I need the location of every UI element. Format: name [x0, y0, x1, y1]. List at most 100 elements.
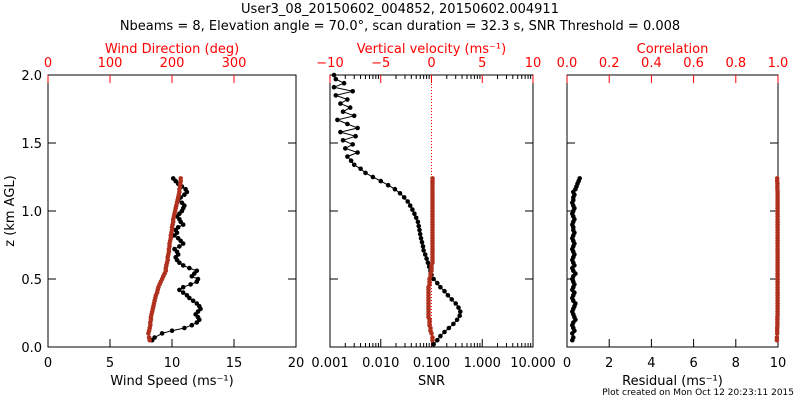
bottom-tick-label: 0.100 [413, 356, 450, 371]
data-point [180, 290, 186, 295]
data-point [577, 176, 582, 181]
bottom-tick-label: 4 [647, 356, 655, 371]
top-axis-label: Wind Direction (deg) [105, 42, 239, 57]
top-tick-label: −10 [316, 56, 343, 71]
top-tick-label: 0.2 [599, 56, 620, 71]
data-point [401, 195, 407, 200]
data-point [175, 225, 181, 230]
data-point [445, 293, 451, 298]
bottom-tick-label: 2 [605, 356, 613, 371]
plot-frame [566, 74, 779, 348]
data-point [453, 301, 459, 306]
snr-panel: 0.001 0.010 0.100 1.000 10.000 SNR −10 −5 0 5 10 Ve… [311, 42, 555, 389]
data-point [351, 113, 357, 119]
data-point [413, 215, 419, 221]
data-point [438, 284, 443, 290]
bottom-tick-label: 5 [106, 356, 114, 371]
data-point [194, 268, 200, 274]
data-point [341, 80, 347, 86]
data-point [774, 335, 780, 340]
data-point [456, 305, 461, 310]
data-point [331, 72, 337, 78]
data-point [454, 317, 460, 323]
bottom-tick-label: 0 [44, 356, 52, 371]
plot-frame [47, 74, 297, 348]
data-point [419, 240, 425, 245]
data-point [159, 331, 165, 336]
top-axis-label: Vertical velocity (ms⁻¹) [357, 42, 506, 57]
data-point [179, 200, 185, 206]
wind-panel: 0 5 10 15 20 Wind Speed (ms⁻¹) 0 100 200 300Wind … [3, 42, 304, 389]
data-point [350, 89, 356, 94]
data-point [415, 219, 421, 225]
data-point [420, 244, 426, 249]
residual-panel: 0 2 4 6 8 10 Residual (ms⁻¹) 0.0 0.2 0.4 0.6 0.8 1.0… [557, 42, 789, 389]
data-point [348, 158, 354, 163]
data-point [172, 246, 177, 252]
data-point [407, 203, 413, 208]
top-tick-label: 10 [525, 56, 542, 71]
y-tick-label: 1.0 [21, 205, 42, 220]
top-tick-label: 0 [44, 56, 52, 71]
data-point [182, 325, 187, 331]
data-point [571, 335, 576, 340]
y-tick-label: 0.5 [21, 273, 42, 288]
data-point [350, 142, 356, 147]
data-point [431, 276, 436, 282]
bottom-axis-label: Wind Speed (ms⁻¹) [110, 374, 233, 389]
data-point [340, 138, 346, 143]
bottom-tick-label: 0.010 [362, 356, 399, 371]
data-point [333, 76, 339, 82]
data-point [417, 227, 422, 233]
bottom-tick-label: 0.001 [311, 356, 348, 371]
data-point [169, 328, 175, 334]
bottom-tick-label: 0 [563, 356, 571, 371]
data-point [425, 260, 431, 266]
top-axis-label: Correlation [637, 42, 709, 57]
y-axis-label: z (km AGL) [3, 175, 18, 246]
data-point [177, 244, 182, 249]
data-point [358, 166, 363, 172]
data-point [418, 235, 424, 241]
data-point [178, 176, 183, 181]
data-point [351, 162, 357, 168]
y-tick-label: 2.0 [21, 69, 42, 84]
data-point [152, 335, 157, 340]
data-point [442, 288, 447, 294]
data-point [338, 101, 343, 106]
data-point [175, 235, 181, 241]
bottom-tick-label: 10.000 [510, 356, 556, 371]
data-point [449, 297, 455, 302]
bottom-tick-label: 10 [164, 356, 181, 371]
data-point [416, 223, 422, 229]
top-tick-label: 1.0 [768, 56, 789, 71]
data-point [190, 298, 196, 304]
data-point [184, 293, 190, 298]
top-tick-label: 0.4 [641, 56, 662, 71]
top-tick-label: 100 [98, 56, 123, 71]
data-point [345, 121, 350, 127]
data-point [195, 276, 201, 282]
data-point [338, 129, 343, 135]
bottom-tick-label: 6 [689, 356, 697, 371]
data-point [446, 325, 452, 331]
data-point [422, 252, 428, 257]
data-point [363, 170, 368, 176]
top-tick-label: 200 [160, 56, 185, 71]
y-tick-label: 1.5 [21, 137, 42, 152]
data-point [146, 335, 152, 340]
data-point [412, 211, 417, 216]
data-point [421, 248, 426, 253]
data-point [187, 265, 192, 271]
data-point [345, 97, 350, 102]
data-point [378, 178, 384, 184]
bottom-axis-label: SNR [418, 374, 445, 389]
bottom-tick-label: 8 [732, 356, 740, 371]
data-point [457, 313, 463, 319]
data-point [345, 154, 350, 159]
data-point [397, 191, 403, 196]
data-point [435, 280, 440, 286]
bottom-tick-label: 20 [288, 356, 305, 371]
data-point [424, 256, 429, 261]
